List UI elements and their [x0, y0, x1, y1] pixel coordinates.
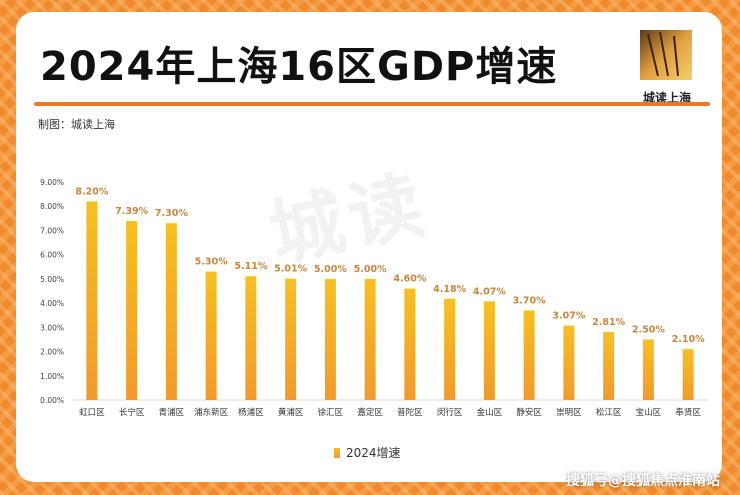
x-tick-label: 宝山区 — [636, 407, 662, 418]
legend-label: 2024增速 — [346, 446, 401, 460]
title-rule — [34, 102, 710, 106]
bar — [165, 223, 177, 400]
y-tick-label: 1.00% — [40, 372, 64, 381]
legend-swatch — [334, 447, 340, 458]
data-label: 5.01% — [274, 264, 307, 275]
bar — [603, 331, 615, 400]
data-label: 3.70% — [513, 295, 546, 306]
y-tick-label: 4.00% — [40, 299, 64, 308]
y-tick-label: 7.00% — [40, 226, 64, 235]
x-tick-label: 青浦区 — [159, 407, 185, 418]
bar — [563, 325, 575, 400]
y-tick-label: 6.00% — [40, 251, 64, 260]
bar — [523, 310, 535, 400]
data-label: 2.10% — [672, 334, 705, 345]
x-tick-label: 崇明区 — [556, 408, 582, 418]
data-label: 3.07% — [552, 311, 585, 322]
page-title: 2024年上海16区GDP增速 — [40, 44, 558, 90]
data-label: 4.60% — [393, 274, 426, 285]
x-tick-label: 杨浦区 — [238, 407, 264, 418]
data-label: 4.18% — [433, 284, 466, 295]
data-label: 5.00% — [354, 264, 387, 275]
y-tick-label: 3.00% — [40, 323, 64, 332]
x-tick-label: 徐汇区 — [318, 407, 344, 418]
x-tick-label: 长宁区 — [119, 407, 145, 418]
bar — [245, 276, 257, 400]
x-tick-label: 浦东新区 — [194, 407, 229, 418]
data-label: 5.30% — [195, 257, 228, 268]
data-label: 5.11% — [234, 261, 267, 272]
data-label: 5.00% — [314, 264, 347, 275]
data-label: 8.20% — [75, 186, 108, 197]
bar — [642, 339, 654, 400]
bar — [324, 278, 336, 400]
x-tick-label: 黄浦区 — [278, 407, 304, 418]
x-tick-label: 奉贤区 — [675, 407, 701, 418]
bar — [483, 301, 495, 400]
bar — [682, 349, 694, 400]
bar — [364, 278, 376, 400]
source-footer: 搜狐号@搜狐焦点淮南站 — [566, 473, 720, 489]
x-tick-label: 普陀区 — [397, 407, 423, 418]
bar — [126, 220, 138, 400]
bar — [404, 288, 416, 400]
data-label: 7.39% — [115, 206, 148, 217]
bar — [205, 271, 217, 400]
bar — [86, 201, 98, 400]
x-tick-label: 金山区 — [477, 407, 503, 418]
data-label: 2.81% — [592, 317, 625, 328]
y-tick-label: 5.00% — [40, 275, 64, 284]
bar — [285, 278, 297, 400]
y-tick-label: 0.00% — [40, 396, 64, 405]
x-tick-label: 虹口区 — [79, 408, 105, 418]
y-tick-label: 8.00% — [40, 202, 64, 211]
logo-text: 城读上海 — [643, 90, 691, 105]
brand-logo: 城读上海 — [640, 30, 692, 105]
x-tick-label: 静安区 — [516, 407, 542, 418]
x-tick-label: 松江区 — [596, 407, 622, 418]
bar — [444, 298, 456, 400]
x-tick-label: 闵行区 — [437, 407, 463, 418]
x-tick-label: 嘉定区 — [357, 407, 383, 418]
chart-legend: 2024增速 — [334, 444, 401, 461]
chart-credit: 制图：城读上海 — [38, 118, 115, 131]
data-label: 2.50% — [632, 324, 665, 335]
data-label: 4.07% — [473, 286, 506, 297]
data-label: 7.30% — [155, 208, 188, 219]
y-tick-label: 2.00% — [40, 348, 64, 357]
y-tick-label: 9.00% — [40, 178, 64, 187]
